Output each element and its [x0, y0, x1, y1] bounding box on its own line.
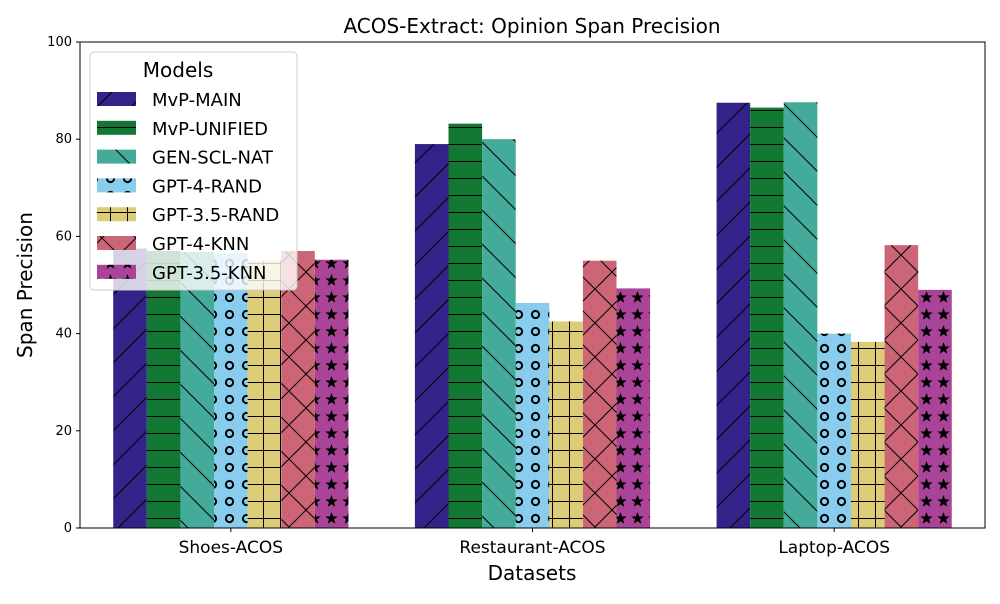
bar-mvp-unified-laptop-acos — [750, 107, 784, 529]
bar-mvp-main-shoes-acos — [113, 248, 147, 529]
legend-swatch-mvp-main — [97, 92, 136, 106]
bar-gpt-3-5-rand-restaurant-acos — [549, 321, 583, 528]
bar-gpt-4-knn-restaurant-acos — [582, 260, 617, 528]
legend-label: GPT-4-KNN — [152, 234, 249, 255]
legend-label: GPT-3.5-KNN — [152, 263, 267, 284]
bar-gpt-4-knn-laptop-acos — [884, 245, 919, 528]
y-tick-label: 40 — [55, 327, 72, 342]
bar-gpt-3-5-knn-shoes-acos — [314, 259, 349, 528]
legend-label: MvP-MAIN — [152, 90, 242, 111]
legend-label: GEN-SCL-NAT — [152, 148, 274, 169]
bar-gpt-4-rand-restaurant-acos — [515, 302, 550, 528]
bar-gen-scl-nat-restaurant-acos — [482, 139, 516, 528]
y-axis-label: Span Precision — [13, 212, 37, 358]
x-tick-label: Laptop-ACOS — [778, 538, 890, 558]
legend-frame — [89, 51, 298, 291]
y-tick-label: 20 — [55, 424, 72, 439]
bar-gen-scl-nat-laptop-acos — [783, 102, 818, 528]
bar-mvp-unified-restaurant-acos — [448, 123, 483, 529]
y-tick-label: 60 — [55, 229, 72, 244]
x-tick-label: Restaurant-ACOS — [459, 538, 605, 558]
legend-swatch-gpt-3-5-knn — [97, 264, 136, 279]
bar-mvp-unified-shoes-acos — [146, 250, 181, 529]
bar-gpt-3-5-rand-shoes-acos — [247, 260, 282, 528]
chart-title: ACOS-Extract: Opinion Span Precision — [343, 14, 720, 38]
y-tick-label: 100 — [47, 35, 72, 50]
legend-swatch-gpt-3-5-rand — [97, 207, 136, 222]
legend-swatch-gpt-4-rand — [97, 178, 136, 193]
y-tick-label: 80 — [55, 132, 72, 147]
x-tick-label: Shoes-ACOS — [179, 538, 283, 558]
bar-gpt-3-5-rand-laptop-acos — [850, 341, 885, 528]
legend-swatch-gen-scl-nat — [97, 149, 136, 164]
legend-swatch-gpt-4-knn — [97, 236, 136, 250]
bar-gpt-4-knn-shoes-acos — [281, 250, 315, 529]
bar-gpt-3-5-knn-laptop-acos — [918, 289, 952, 528]
bar-mvp-main-laptop-acos — [716, 102, 751, 528]
legend-label: MvP-UNIFIED — [152, 119, 268, 140]
bar-gpt-3-5-knn-restaurant-acos — [616, 288, 651, 528]
legend-title: Models — [143, 58, 213, 82]
bar-gpt-4-rand-shoes-acos — [214, 253, 248, 528]
legend-label: GPT-3.5-RAND — [152, 205, 279, 226]
legend: Models MvP-MAIN MvP-UNIFIED GEN-SCL-NAT GPT… — [89, 51, 298, 291]
legend-swatch-mvp-unified — [97, 120, 136, 135]
x-axis-label: Datasets — [488, 561, 577, 585]
bar-mvp-main-restaurant-acos — [414, 144, 449, 528]
y-tick-label: 0 — [64, 521, 72, 536]
bar-gen-scl-nat-shoes-acos — [180, 251, 215, 528]
legend-label: GPT-4-RAND — [152, 176, 262, 197]
bar-gpt-4-rand-laptop-acos — [817, 333, 851, 528]
